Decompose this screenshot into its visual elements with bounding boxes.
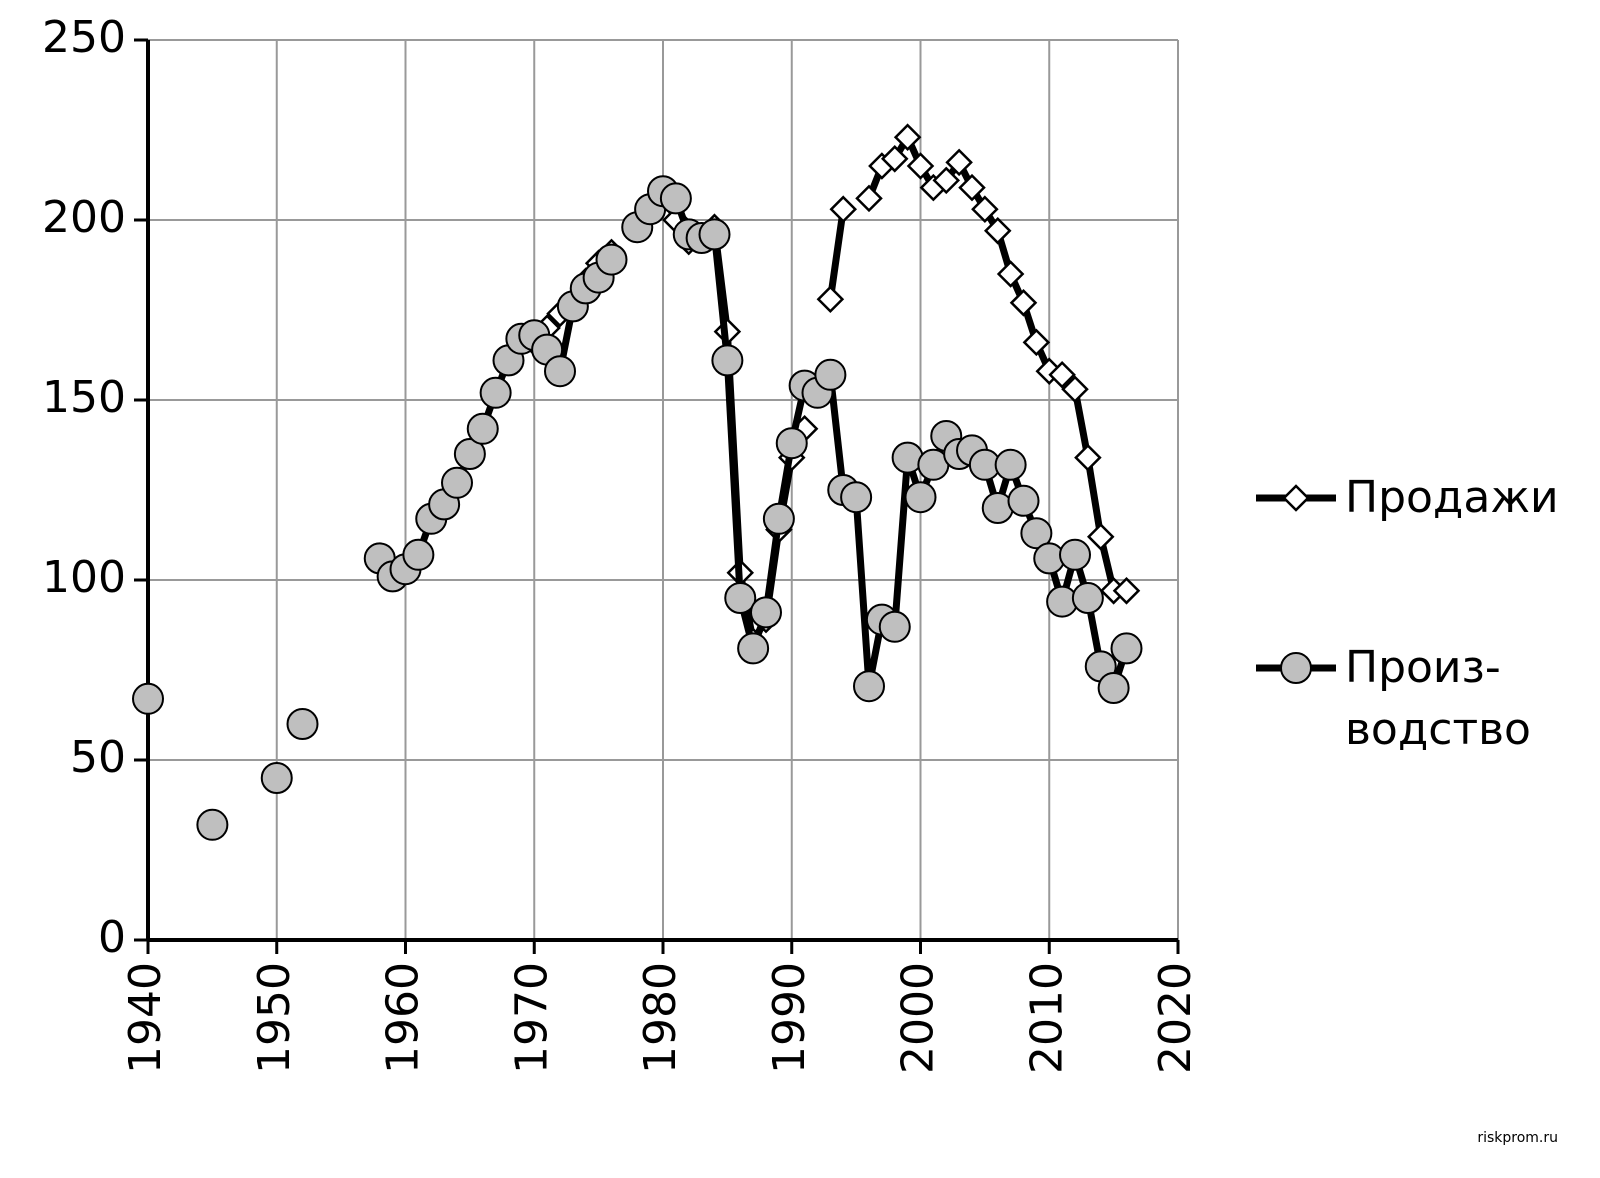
data-point xyxy=(479,376,512,409)
data-point xyxy=(544,355,576,388)
data-point xyxy=(737,632,770,665)
data-point xyxy=(1061,375,1089,403)
data-point xyxy=(893,123,922,151)
data-point xyxy=(906,152,935,180)
data-point xyxy=(441,466,473,499)
legend-label: Произ- водство xyxy=(1345,642,1531,755)
y-tick-label: 0 xyxy=(98,912,126,963)
x-tick-label: 1980 xyxy=(635,962,686,1074)
data-point xyxy=(659,182,692,215)
data-point xyxy=(402,538,435,571)
data-point xyxy=(1112,577,1141,605)
data-point xyxy=(1071,582,1104,614)
data-point xyxy=(775,427,808,460)
data-point xyxy=(1086,523,1115,551)
x-tick-label: 2020 xyxy=(1150,962,1201,1074)
data-point xyxy=(711,344,744,377)
legend-marker xyxy=(1280,652,1312,684)
data-point xyxy=(840,481,873,514)
data-point xyxy=(958,173,986,202)
data-point xyxy=(698,218,731,251)
legend-label: Продажи xyxy=(1345,472,1559,523)
data-point xyxy=(971,195,999,223)
data-point xyxy=(1110,632,1143,665)
x-tick-label: 1960 xyxy=(378,962,429,1074)
data-point xyxy=(1074,443,1102,472)
data-point xyxy=(750,596,782,629)
data-point xyxy=(994,448,1027,481)
watermark: riskprom.ru xyxy=(1477,1130,1558,1146)
y-tick-label: 250 xyxy=(42,12,126,63)
data-point xyxy=(853,670,885,703)
x-tick-label: 2000 xyxy=(893,962,944,1074)
y-tick-label: 50 xyxy=(70,732,126,783)
data-point xyxy=(996,260,1025,288)
x-tick-label: 1990 xyxy=(764,962,815,1074)
data-point xyxy=(286,708,319,740)
data-point xyxy=(132,682,164,715)
data-point xyxy=(904,481,937,514)
data-point xyxy=(196,808,229,841)
x-tick-label: 2010 xyxy=(1021,962,1072,1074)
data-point xyxy=(983,217,1012,245)
data-point xyxy=(260,762,293,794)
data-point xyxy=(595,243,628,276)
x-tick-label: 1940 xyxy=(120,962,171,1074)
data-point xyxy=(1022,328,1051,357)
data-point xyxy=(1059,538,1091,571)
data-point xyxy=(814,358,847,391)
data-point xyxy=(945,148,973,177)
data-point xyxy=(816,285,845,313)
data-point xyxy=(1097,672,1130,704)
legend-marker xyxy=(1282,484,1310,512)
x-tick-label: 1950 xyxy=(249,962,300,1074)
y-tick-label: 150 xyxy=(42,372,126,423)
data-point xyxy=(466,412,499,445)
data-point xyxy=(1007,484,1040,517)
data-point xyxy=(855,184,883,213)
data-point xyxy=(453,438,486,470)
data-point xyxy=(724,582,757,614)
data-point xyxy=(878,610,911,643)
y-tick-label: 100 xyxy=(42,552,126,603)
x-tick-label: 1970 xyxy=(506,962,557,1074)
data-point xyxy=(1048,361,1076,389)
data-point xyxy=(932,166,961,195)
y-tick-label: 200 xyxy=(42,192,126,243)
data-point xyxy=(1020,517,1053,550)
data-point xyxy=(1009,289,1038,317)
data-point xyxy=(829,195,858,223)
data-point xyxy=(880,145,909,173)
data-point xyxy=(762,502,795,535)
